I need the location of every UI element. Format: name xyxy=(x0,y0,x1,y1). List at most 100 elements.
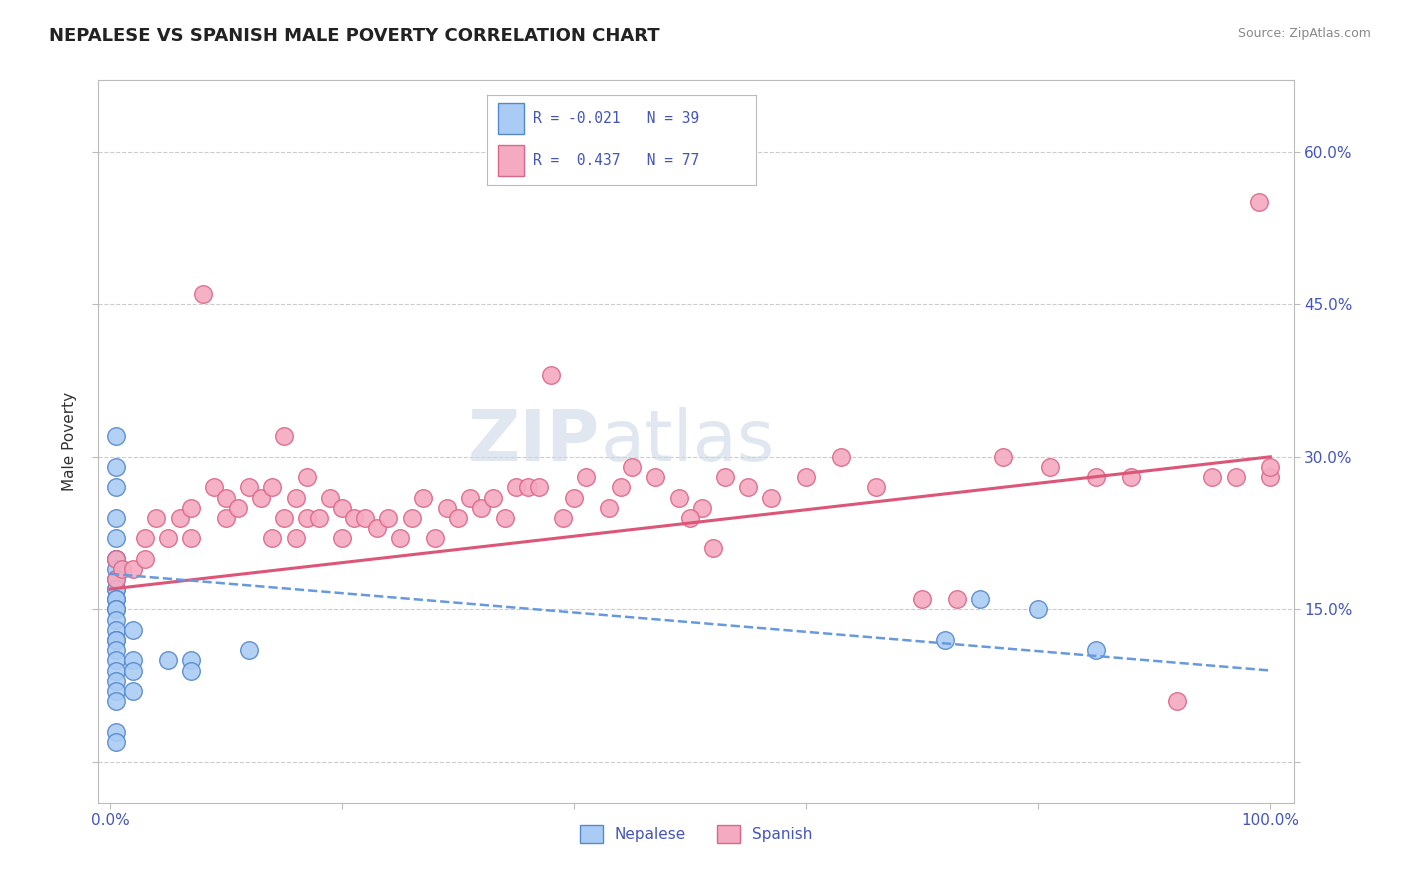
Point xyxy=(946,592,969,607)
Point xyxy=(122,623,145,637)
Point xyxy=(191,287,214,301)
Point xyxy=(366,521,388,535)
Point xyxy=(104,632,127,647)
Point xyxy=(423,531,446,545)
Point xyxy=(308,511,330,525)
Point xyxy=(1258,470,1281,484)
Point xyxy=(104,673,127,688)
Point xyxy=(169,511,191,525)
Point xyxy=(575,470,598,484)
Point xyxy=(761,491,783,505)
Point xyxy=(104,735,127,749)
Point xyxy=(273,511,295,525)
Point xyxy=(1247,195,1270,210)
Point xyxy=(180,653,202,667)
Point xyxy=(104,724,127,739)
Point xyxy=(284,491,307,505)
Point xyxy=(714,470,737,484)
Point xyxy=(134,531,156,545)
Point xyxy=(273,429,295,443)
Point xyxy=(1085,470,1108,484)
Text: Source: ZipAtlas.com: Source: ZipAtlas.com xyxy=(1237,27,1371,40)
Point xyxy=(104,632,127,647)
Point xyxy=(104,592,127,607)
Point xyxy=(1039,460,1062,475)
Point xyxy=(104,551,127,566)
Point xyxy=(412,491,434,505)
Point xyxy=(1026,602,1049,616)
Point xyxy=(377,511,399,525)
Point xyxy=(702,541,724,556)
Point xyxy=(934,632,956,647)
Point xyxy=(104,429,127,443)
Point xyxy=(737,480,759,494)
Point xyxy=(238,643,260,657)
Point xyxy=(104,623,127,637)
Point xyxy=(104,664,127,678)
Point xyxy=(389,531,412,545)
Point xyxy=(122,684,145,698)
Point xyxy=(354,511,377,525)
Point xyxy=(562,491,585,505)
Point xyxy=(104,551,127,566)
Point xyxy=(330,531,353,545)
Point xyxy=(104,582,127,596)
Point xyxy=(104,480,127,494)
Legend: Nepalese, Spanish: Nepalese, Spanish xyxy=(574,819,818,849)
Text: atlas: atlas xyxy=(600,407,775,476)
Point xyxy=(297,470,319,484)
Point xyxy=(1166,694,1188,708)
Point xyxy=(830,450,852,464)
Point xyxy=(470,500,492,515)
Point xyxy=(104,643,127,657)
Point xyxy=(104,653,127,667)
Point xyxy=(104,602,127,616)
Point xyxy=(401,511,423,525)
Point xyxy=(122,653,145,667)
Point xyxy=(238,480,260,494)
Point xyxy=(226,500,249,515)
Point xyxy=(122,562,145,576)
Point xyxy=(482,491,505,505)
Point xyxy=(157,531,180,545)
Point xyxy=(540,368,562,383)
Point xyxy=(104,613,127,627)
Point xyxy=(297,511,319,525)
Point xyxy=(505,480,527,494)
Point xyxy=(1258,460,1281,475)
Point xyxy=(145,511,167,525)
Point xyxy=(104,531,127,545)
Point xyxy=(134,551,156,566)
Point xyxy=(794,470,817,484)
Point xyxy=(1119,470,1142,484)
Point xyxy=(104,582,127,596)
Point xyxy=(104,592,127,607)
Point xyxy=(494,511,516,525)
Point xyxy=(262,480,284,494)
Point xyxy=(690,500,713,515)
Point xyxy=(458,491,481,505)
Point xyxy=(447,511,470,525)
Point xyxy=(204,480,226,494)
Point xyxy=(104,602,127,616)
Y-axis label: Male Poverty: Male Poverty xyxy=(62,392,77,491)
Point xyxy=(250,491,273,505)
Point xyxy=(284,531,307,545)
Point xyxy=(993,450,1015,464)
Point xyxy=(104,572,127,586)
Point xyxy=(319,491,342,505)
Point xyxy=(1201,470,1223,484)
Text: NEPALESE VS SPANISH MALE POVERTY CORRELATION CHART: NEPALESE VS SPANISH MALE POVERTY CORRELA… xyxy=(49,27,659,45)
Point xyxy=(180,531,202,545)
Point xyxy=(529,480,551,494)
Text: ZIP: ZIP xyxy=(468,407,600,476)
Point xyxy=(111,562,134,576)
Point xyxy=(122,664,145,678)
Point xyxy=(644,470,666,484)
Point xyxy=(516,480,538,494)
Point xyxy=(262,531,284,545)
Point xyxy=(911,592,934,607)
Point xyxy=(104,511,127,525)
Point xyxy=(180,664,202,678)
Point xyxy=(330,500,353,515)
